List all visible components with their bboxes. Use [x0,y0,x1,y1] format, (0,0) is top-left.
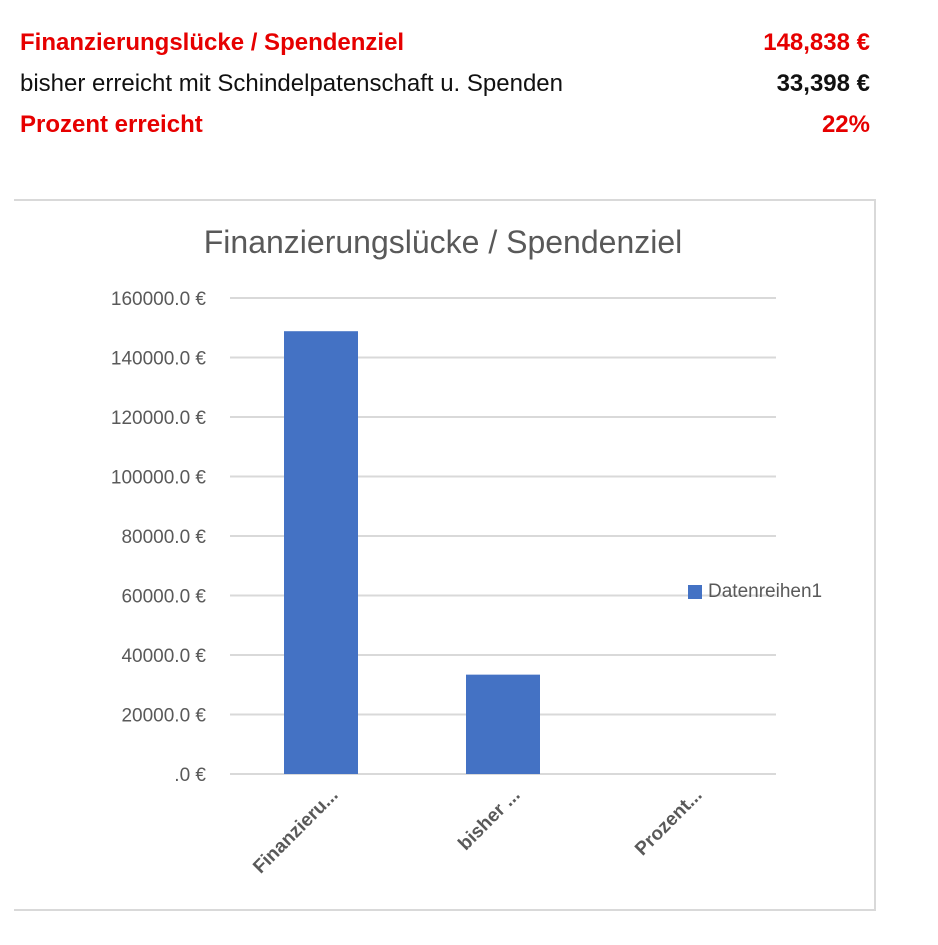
percent-label: Prozent erreicht [20,111,203,138]
goal-value: 148,838 € [763,29,870,56]
bar [284,331,358,774]
y-tick-label: .0 € [174,765,206,786]
legend-swatch [688,585,702,599]
y-tick-label: 60000.0 € [121,587,206,608]
chart-title: Finanzierungslücke / Spendenziel [203,224,683,260]
x-tick-label: Prozent... [631,785,706,860]
summary-row-percent: Prozent erreicht 22% [20,108,870,149]
percent-value: 22% [821,111,870,138]
x-tick-label: bisher ... [454,785,524,855]
x-axis-ticks: Finanzieru... bisher ... Prozent... [249,785,706,878]
y-tick-label: 80000.0 € [121,527,206,548]
bar [466,674,540,774]
summary-table: Finanzierungslücke / Spendenziel 148,838… [20,26,870,149]
achieved-value: 33,398 € [776,70,870,97]
x-tick-label: Finanzieru... [249,785,342,878]
y-tick-label: 20000.0 € [121,706,206,727]
achieved-label: bisher erreicht mit Schindelpatenschaft … [20,70,563,97]
chart-frame [14,199,876,911]
y-tick-label: 140000.0 € [111,349,207,370]
y-tick-label: 100000.0 € [111,468,207,489]
goal-label: Finanzierungslücke / Spendenziel [20,29,405,56]
y-tick-label: 40000.0 € [121,646,206,667]
y-axis-ticks: 160000.0 € 140000.0 € 120000.0 € 100000.0 €… [111,289,207,786]
y-tick-label: 120000.0 € [111,408,207,429]
summary-row-achieved: bisher erreicht mit Schindelpatenschaft … [20,67,870,108]
summary-row-goal: Finanzierungslücke / Spendenziel 148,838… [20,26,870,67]
legend-label: Datenreihen1 [708,581,823,602]
legend: Datenreihen1 [688,580,822,604]
bars [284,331,722,774]
y-tick-label: 160000.0 € [111,289,207,310]
